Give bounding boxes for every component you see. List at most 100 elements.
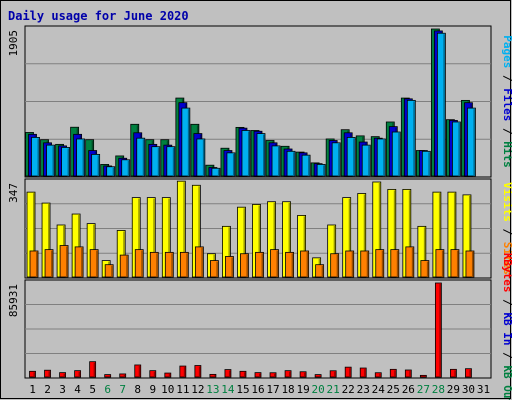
bar-shade (288, 202, 291, 276)
bar-sites-day-9 (149, 251, 159, 278)
bar-shade (246, 254, 248, 276)
bar-shade (67, 148, 70, 175)
x-label-day-4: 4 (74, 383, 81, 396)
bar-kbytes-day-28 (434, 282, 442, 378)
x-label-day-3: 3 (59, 383, 66, 396)
bar-pages-day-26 (406, 99, 416, 177)
bar-shade (33, 372, 36, 376)
bar-pages-day-2 (46, 144, 55, 177)
bar-pages-day-18 (286, 150, 296, 177)
bar-shade (394, 370, 396, 376)
bar-shade (261, 253, 263, 276)
x-label-day-19: 19 (296, 383, 309, 396)
bar-sites-day-20 (315, 264, 325, 278)
x-label-day-26: 26 (402, 383, 415, 396)
bar-kbytes-day-19 (299, 371, 307, 378)
bar-kbytes-day-16 (254, 372, 262, 378)
x-label-day-15: 15 (236, 383, 249, 396)
bar-sites-day-18 (285, 251, 294, 278)
bar-kbytes-day-2 (44, 369, 51, 378)
bar-shade (423, 227, 426, 276)
bar-kbytes-day-21 (329, 370, 337, 378)
bar-sites-day-29 (450, 249, 460, 278)
bar-sites-day-22 (345, 250, 355, 278)
x-label-day-1: 1 (29, 383, 36, 396)
bar-shade (304, 372, 306, 376)
bar-shade (51, 250, 53, 276)
bar-kbytes-day-24 (374, 372, 382, 378)
bar-shade (368, 146, 370, 175)
bar-shade (438, 193, 441, 276)
x-label-day-28: 28 (432, 383, 445, 396)
bar-pages-day-16 (256, 133, 266, 177)
bar-shade (36, 251, 38, 276)
x-label-day-18: 18 (281, 383, 294, 396)
x-label-day-30: 30 (462, 383, 475, 396)
bar-shade (473, 109, 475, 175)
bar-shade (348, 198, 351, 276)
bar-sites-day-19 (300, 250, 309, 278)
bar-shade (263, 134, 265, 175)
x-label-day-16: 16 (251, 383, 264, 396)
bar-sites-day-4 (74, 246, 84, 278)
bar-shade (81, 247, 83, 276)
bar-shade (276, 250, 279, 276)
bar-shade (48, 371, 51, 376)
bar-shade (454, 370, 456, 376)
panel-hits-files-pages: 1905 Pages / Files / Hits (7, 25, 512, 178)
bar-shade (398, 133, 400, 175)
bar-shade (336, 254, 339, 276)
bar-shade (411, 247, 414, 276)
bar-pages-day-20 (316, 164, 326, 177)
x-label-day-22: 22 (342, 383, 355, 396)
bar-shade (413, 101, 415, 175)
bar-shade (142, 139, 145, 175)
bar-shade (441, 250, 444, 276)
bar-shade (306, 251, 309, 276)
bar-kbytes-day-12 (194, 365, 202, 378)
bar-shade (381, 250, 384, 276)
bar-shade (138, 198, 140, 276)
bar-sites-day-7 (119, 254, 129, 278)
bar-shade (123, 231, 125, 276)
bar-shade (82, 139, 85, 175)
bar-shade (278, 146, 280, 175)
x-label-day-9: 9 (149, 383, 156, 396)
bar-shade (183, 182, 185, 276)
bar-shade (153, 198, 155, 276)
bar-shade (334, 371, 336, 376)
bar-pages-day-10 (166, 146, 176, 177)
bar-shade (156, 253, 158, 276)
x-label-day-24: 24 (372, 383, 386, 396)
bar-shade (321, 265, 324, 276)
bar-sites-day-12 (194, 246, 204, 278)
side-legend-item: KBytes (501, 253, 512, 293)
bar-shade (232, 153, 235, 175)
bar-shade (258, 205, 260, 276)
bar-kbytes-day-30 (465, 368, 472, 378)
side-legend-item: / (501, 222, 512, 242)
bar-shade (186, 253, 188, 276)
bar-kbytes-day-29 (450, 368, 457, 378)
bar-shade (228, 227, 230, 276)
bar-pages-day-29 (452, 121, 461, 177)
bar-shade (111, 265, 113, 276)
bar-sites-day-2 (44, 249, 54, 278)
bar-shade (213, 375, 216, 376)
y-max-label: 1905 (7, 30, 20, 57)
bar-shade (259, 373, 261, 376)
bar-shade (112, 167, 115, 175)
bar-kbytes-day-1 (29, 370, 36, 378)
x-label-day-6: 6 (104, 383, 111, 396)
bar-sites-day-25 (390, 249, 400, 278)
bar-shade (78, 215, 80, 276)
bar-shade (66, 246, 68, 276)
bar-shade (274, 373, 276, 376)
bar-shade (393, 190, 396, 276)
bar-shade (78, 371, 81, 376)
x-label-day-11: 11 (176, 383, 189, 396)
bar-pages-day-15 (241, 130, 251, 177)
side-legend-item: Pages (501, 35, 512, 68)
